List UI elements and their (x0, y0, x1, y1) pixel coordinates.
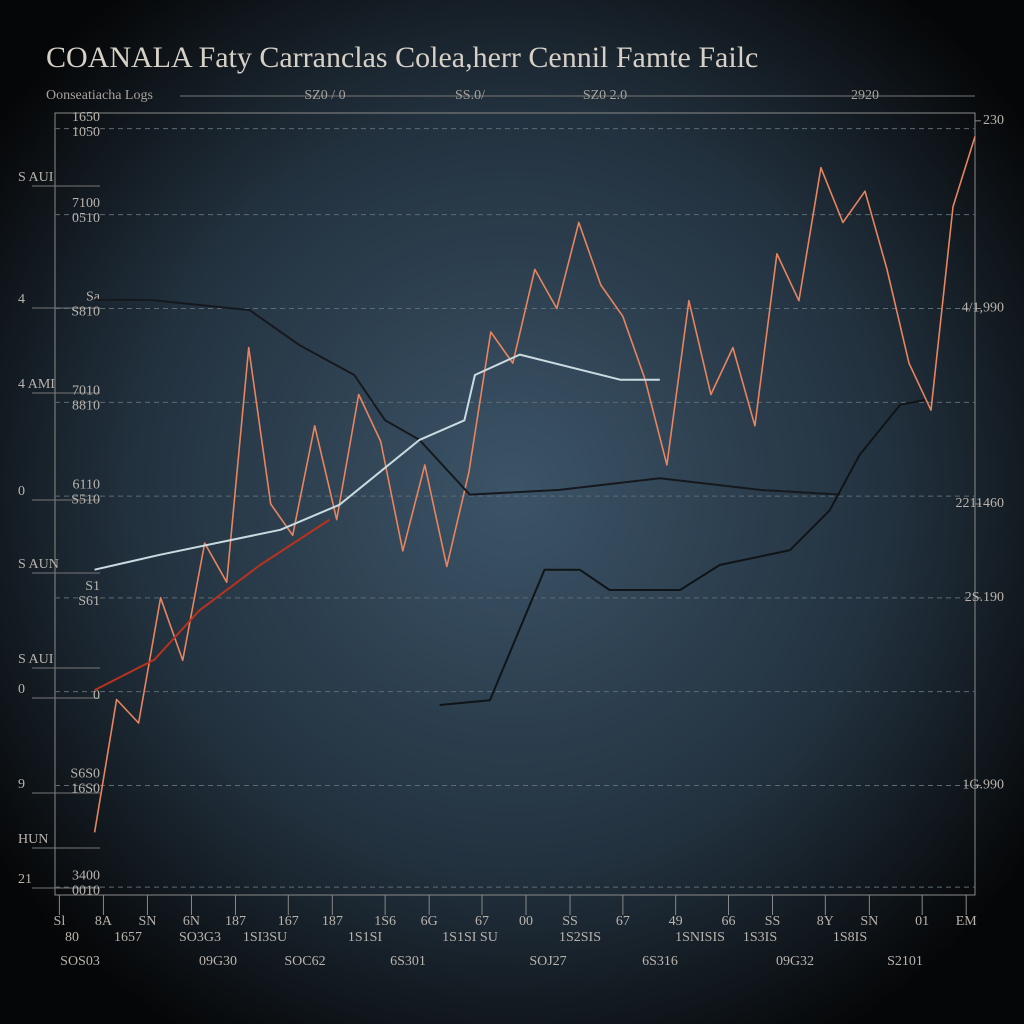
x-tick-label: EM (956, 914, 978, 929)
side-label: 4 (18, 292, 25, 307)
side-label: 21 (18, 872, 32, 887)
y-tick-label: 1050 (72, 125, 100, 140)
x-tick-label: 8Y (817, 914, 834, 929)
x-tick-label: 1S6 (374, 914, 396, 929)
chart-subtitle: Oonseatiacha Logs (46, 88, 153, 103)
series-line (94, 353, 660, 571)
y-tick-label: 0510 (72, 211, 100, 226)
y-tick-label: 0 (93, 688, 100, 703)
y-tick-label: 0010 (72, 883, 100, 898)
y-tick-label: S61 (78, 594, 100, 609)
x-tick-label: SS (765, 914, 781, 929)
y-tick-upper-label: 7100 (72, 196, 100, 211)
chart-title: COANALA Faty Carranclas Colea,herr Cenni… (46, 41, 758, 74)
y2-tick-label: 230 (983, 113, 1004, 128)
side-label: S AUI (18, 652, 54, 667)
x-sublabel: SO3G3 (179, 930, 221, 945)
x-sublabel: 1S1SI (348, 930, 383, 945)
y-tick-upper-label: 7010 (72, 384, 100, 399)
x-bottom-label: S2101 (887, 954, 923, 969)
side-label: S AUI (18, 170, 54, 185)
x-bottom-label: 6S316 (642, 954, 678, 969)
series-line (439, 399, 925, 706)
side-label: 0 (18, 682, 25, 697)
x-tick-label: 00 (519, 914, 533, 929)
x-tick-label: SN (138, 914, 156, 929)
y-tick-upper-label: 6110 (73, 477, 100, 492)
x-tick-label: 66 (721, 914, 735, 929)
series-line (94, 298, 841, 496)
x-tick-label: 187 (322, 914, 343, 929)
series-line (93, 136, 976, 833)
y2-tick-label: 2211460 (956, 496, 1004, 511)
y-tick-label: S510 (71, 492, 100, 507)
y2-tick-label: 4/1,990 (962, 301, 1004, 316)
y-tick-upper-label: Sa (86, 290, 101, 305)
x-bottom-label: 09G32 (776, 954, 814, 969)
x-bottom-label: SOS03 (60, 954, 100, 969)
x-tick-label: Sl (54, 914, 66, 929)
side-label: S AUN (18, 557, 59, 572)
header-label: 2920 (851, 88, 879, 103)
header-label: SZ0 2.0 (583, 88, 627, 103)
x-tick-label: 187 (225, 914, 246, 929)
y-tick-label: 16S0 (71, 782, 100, 797)
x-tick-label: 6N (183, 914, 200, 929)
x-tick-label: SS (562, 914, 578, 929)
x-sublabel: 1SNISIS (675, 930, 725, 945)
x-tick-label: 49 (669, 914, 683, 929)
x-tick-label: 167 (278, 914, 299, 929)
x-tick-label: 8A (95, 914, 113, 929)
side-label: 4 AMI (18, 377, 55, 392)
x-bottom-label: 09G30 (199, 954, 237, 969)
x-sublabel: 1SI3SU (243, 930, 287, 945)
x-sublabel: 1S3IS (743, 930, 777, 945)
y-tick-upper-label: S6S0 (70, 767, 100, 782)
side-label: 0 (18, 484, 25, 499)
y-tick-label: 8810 (72, 399, 100, 414)
y2-tick-label: 1G.990 (962, 778, 1004, 793)
x-tick-label: 67 (475, 914, 489, 929)
x-tick-label: 6G (421, 914, 438, 929)
y2-tick-label: 2S.190 (965, 590, 1004, 605)
header-label: SS.0/ (455, 88, 485, 103)
header-label: SZ0 / 0 (304, 88, 345, 103)
x-sublabel: 1S2SIS (559, 930, 601, 945)
y-tick-upper-label: S1 (85, 579, 100, 594)
x-sublabel: 1657 (114, 930, 142, 945)
y-tick-upper-label: 3400 (72, 868, 100, 883)
x-bottom-label: SOJ27 (529, 954, 566, 969)
x-tick-label: 67 (616, 914, 630, 929)
x-sublabel: 80 (65, 930, 79, 945)
x-tick-label: SN (860, 914, 878, 929)
side-label: HUN (18, 832, 48, 847)
series-line (94, 518, 331, 691)
x-bottom-label: 6S301 (390, 954, 426, 969)
x-tick-label: 01 (915, 914, 929, 929)
y-tick-upper-label: 1650 (72, 110, 100, 125)
x-sublabel: 1S8IS (833, 930, 867, 945)
side-label: 9 (18, 777, 25, 792)
x-bottom-label: SOC62 (284, 954, 325, 969)
y-tick-label: S810 (71, 305, 100, 320)
x-sublabel: 1S1SI SU (442, 930, 498, 945)
